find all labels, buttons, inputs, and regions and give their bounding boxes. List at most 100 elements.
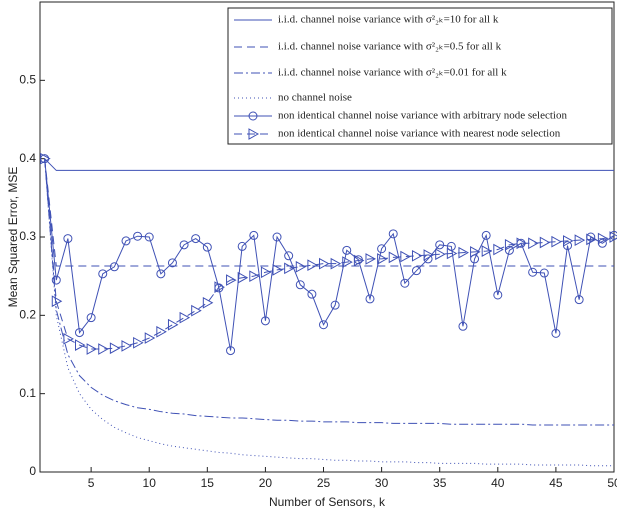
x-tick-label: 25 xyxy=(317,476,331,490)
legend-label: no channel noise xyxy=(278,92,352,104)
marker xyxy=(144,332,156,344)
marker xyxy=(51,275,61,285)
marker xyxy=(133,336,144,349)
marker xyxy=(551,235,562,248)
marker xyxy=(493,290,503,300)
marker xyxy=(86,343,98,355)
legend-label: non identical channel noise variance wit… xyxy=(278,128,561,140)
marker xyxy=(295,280,305,290)
marker xyxy=(319,320,329,330)
marker xyxy=(481,230,491,240)
y-tick-label: 0.1 xyxy=(19,386,36,400)
y-tick-label: 0.5 xyxy=(19,73,36,87)
marker xyxy=(51,295,63,308)
marker xyxy=(86,313,96,323)
marker xyxy=(458,246,469,259)
marker xyxy=(528,237,539,250)
x-tick-label: 30 xyxy=(375,476,389,490)
marker xyxy=(330,257,342,270)
y-axis-label: Mean Squared Error, MSE xyxy=(6,167,20,308)
x-tick-label: 35 xyxy=(433,476,447,490)
x-tick-label: 50 xyxy=(607,476,617,490)
marker xyxy=(539,268,549,278)
marker xyxy=(156,269,166,279)
marker xyxy=(609,231,617,243)
series-line xyxy=(44,158,614,171)
marker xyxy=(167,318,179,331)
marker xyxy=(284,251,294,261)
marker xyxy=(319,257,330,270)
marker xyxy=(470,246,481,258)
marker xyxy=(98,269,108,279)
x-tick-label: 15 xyxy=(201,476,215,490)
marker xyxy=(353,254,365,267)
marker xyxy=(435,240,445,250)
marker xyxy=(109,342,121,355)
marker xyxy=(435,248,446,261)
marker xyxy=(377,244,387,254)
marker xyxy=(342,245,352,255)
marker xyxy=(388,229,398,239)
marker xyxy=(226,346,236,356)
marker xyxy=(493,243,504,256)
y-tick-label: 0.4 xyxy=(19,151,36,165)
marker xyxy=(411,266,421,276)
marker xyxy=(295,260,307,273)
marker xyxy=(144,232,154,242)
marker xyxy=(516,237,528,250)
marker xyxy=(307,259,318,272)
marker xyxy=(191,304,202,317)
marker xyxy=(400,278,410,288)
marker xyxy=(249,230,259,240)
marker xyxy=(504,238,516,251)
x-tick-label: 5 xyxy=(88,476,95,490)
marker xyxy=(202,242,212,252)
x-tick-label: 40 xyxy=(491,476,505,490)
marker xyxy=(528,267,538,277)
marker xyxy=(272,264,284,276)
y-tick-label: 0 xyxy=(29,464,36,478)
marker xyxy=(411,249,423,262)
marker xyxy=(237,271,249,284)
legend-box xyxy=(227,7,613,145)
marker xyxy=(260,316,270,326)
marker xyxy=(330,300,340,310)
y-tick-label: 0.2 xyxy=(19,308,36,322)
marker xyxy=(284,262,295,275)
marker xyxy=(202,296,214,309)
marker xyxy=(365,294,375,304)
marker xyxy=(539,236,551,249)
marker xyxy=(75,328,85,338)
legend-label: i.i.d. channel noise variance with σ²₂ₖ=… xyxy=(278,67,507,79)
x-tick-label: 45 xyxy=(549,476,563,490)
marker xyxy=(237,241,247,251)
marker xyxy=(377,253,388,265)
marker xyxy=(423,249,435,261)
marker xyxy=(75,339,86,351)
marker xyxy=(63,332,74,345)
x-tick-label: 10 xyxy=(143,476,157,490)
marker xyxy=(586,233,597,246)
x-tick-label: 20 xyxy=(259,476,273,490)
marker xyxy=(226,274,237,286)
marker xyxy=(156,325,167,338)
marker xyxy=(167,258,177,268)
marker xyxy=(191,234,201,244)
y-tick-label: 0.3 xyxy=(19,229,36,243)
marker xyxy=(342,256,353,268)
marker xyxy=(121,340,133,352)
marker xyxy=(121,236,131,246)
marker xyxy=(272,232,282,242)
series-line xyxy=(44,158,614,426)
marker xyxy=(179,311,191,324)
marker xyxy=(458,321,468,331)
marker xyxy=(574,295,584,305)
legend: i.i.d. channel noise variance with σ²₂ₖ=… xyxy=(227,7,613,145)
legend-label: i.i.d. channel noise variance with σ²₂ₖ=… xyxy=(278,41,502,53)
marker xyxy=(260,266,272,279)
marker xyxy=(597,232,609,245)
x-axis-label: Number of Sensors, k xyxy=(269,495,386,509)
series-line xyxy=(44,158,614,467)
legend-marker xyxy=(248,111,258,121)
marker xyxy=(109,262,119,272)
